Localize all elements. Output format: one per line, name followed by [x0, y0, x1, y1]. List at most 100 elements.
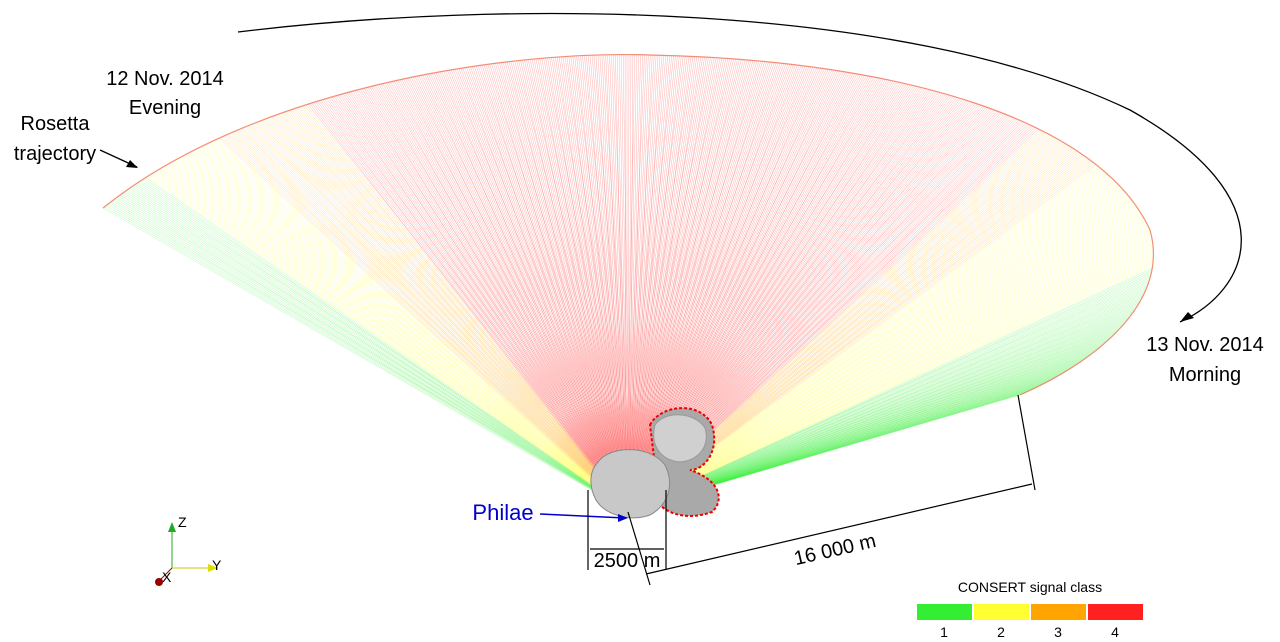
- ray: [358, 89, 628, 511]
- legend-label: 4: [1111, 624, 1119, 640]
- ray: [203, 145, 628, 511]
- ray: [422, 74, 627, 511]
- ray: [626, 227, 1150, 511]
- ray: [401, 79, 631, 511]
- ray: [298, 107, 631, 511]
- ray: [269, 117, 630, 511]
- ray: [627, 204, 1136, 511]
- ray: [620, 54, 630, 511]
- ray: [629, 54, 643, 511]
- ray: [240, 128, 629, 511]
- ray: [589, 55, 629, 511]
- ray: [251, 124, 630, 511]
- comet: [590, 407, 720, 519]
- ray: [500, 62, 628, 511]
- ray: [527, 59, 627, 511]
- ray: [170, 162, 629, 511]
- ray: [626, 210, 1140, 511]
- ray: [233, 131, 630, 511]
- ray: [184, 155, 627, 511]
- ray: [197, 147, 630, 511]
- ray: [520, 60, 628, 511]
- ray: [628, 54, 651, 511]
- ray: [283, 112, 628, 511]
- start-time: Evening: [129, 97, 201, 119]
- ray: [229, 133, 628, 511]
- ray: [238, 129, 628, 511]
- ray: [584, 55, 631, 511]
- ray: [582, 55, 630, 511]
- ray: [344, 93, 631, 511]
- width-label: 2500 m: [594, 550, 661, 572]
- ray: [558, 56, 628, 511]
- ray: [626, 325, 1123, 511]
- ray: [533, 58, 630, 511]
- ray: [316, 101, 631, 511]
- ray: [218, 137, 627, 511]
- ray: [333, 96, 630, 511]
- ray: [341, 94, 629, 511]
- ray: [386, 82, 628, 511]
- ray: [380, 83, 630, 511]
- ray: [328, 97, 627, 511]
- ray: [629, 281, 1150, 511]
- ray: [522, 60, 629, 511]
- ray: [625, 264, 1153, 511]
- ray: [261, 120, 631, 511]
- ray: [629, 242, 1153, 511]
- ray: [155, 171, 630, 511]
- ray: [292, 108, 628, 511]
- ray: [226, 134, 631, 511]
- ray: [625, 316, 1130, 511]
- ray: [220, 137, 628, 511]
- ray: [433, 72, 628, 511]
- ray: [451, 69, 627, 511]
- ray: [315, 101, 630, 511]
- axis-triad: Z Y X: [155, 514, 222, 586]
- ray: [629, 185, 1120, 511]
- ray: [627, 220, 1146, 511]
- ray: [242, 127, 630, 511]
- end-time: Morning: [1169, 364, 1241, 386]
- ray: [395, 80, 628, 511]
- ray: [458, 68, 631, 511]
- ray: [625, 58, 723, 511]
- ray: [627, 55, 678, 511]
- trajectory-label: Rosetta: [21, 113, 91, 135]
- ray: [628, 198, 1131, 511]
- ray: [199, 147, 631, 511]
- ray: [113, 199, 629, 511]
- ray: [460, 68, 627, 511]
- ray: [504, 62, 630, 511]
- ray: [388, 82, 629, 511]
- ray: [430, 73, 631, 511]
- ray: [607, 54, 628, 511]
- ray: [628, 321, 1127, 511]
- ray: [145, 177, 629, 511]
- ray: [481, 65, 628, 511]
- ray: [318, 100, 627, 511]
- ray: [611, 54, 630, 511]
- ray: [443, 71, 628, 511]
- ray: [160, 168, 628, 511]
- ray: [628, 260, 1154, 511]
- ray: [130, 187, 630, 511]
- ray: [234, 130, 631, 511]
- ray: [410, 77, 631, 511]
- ray: [487, 64, 631, 511]
- ray: [629, 307, 1137, 511]
- ray: [629, 58, 731, 511]
- ray: [489, 63, 627, 511]
- ray: [551, 57, 629, 511]
- ray: [553, 57, 630, 511]
- ray: [628, 59, 748, 511]
- ray: [625, 201, 1134, 511]
- ray: [537, 58, 627, 511]
- ray: [628, 54, 632, 511]
- ray: [626, 58, 734, 511]
- ray: [204, 144, 629, 511]
- ray: [260, 120, 630, 511]
- ray: [276, 114, 629, 511]
- ray: [626, 302, 1140, 511]
- ray: [626, 56, 686, 511]
